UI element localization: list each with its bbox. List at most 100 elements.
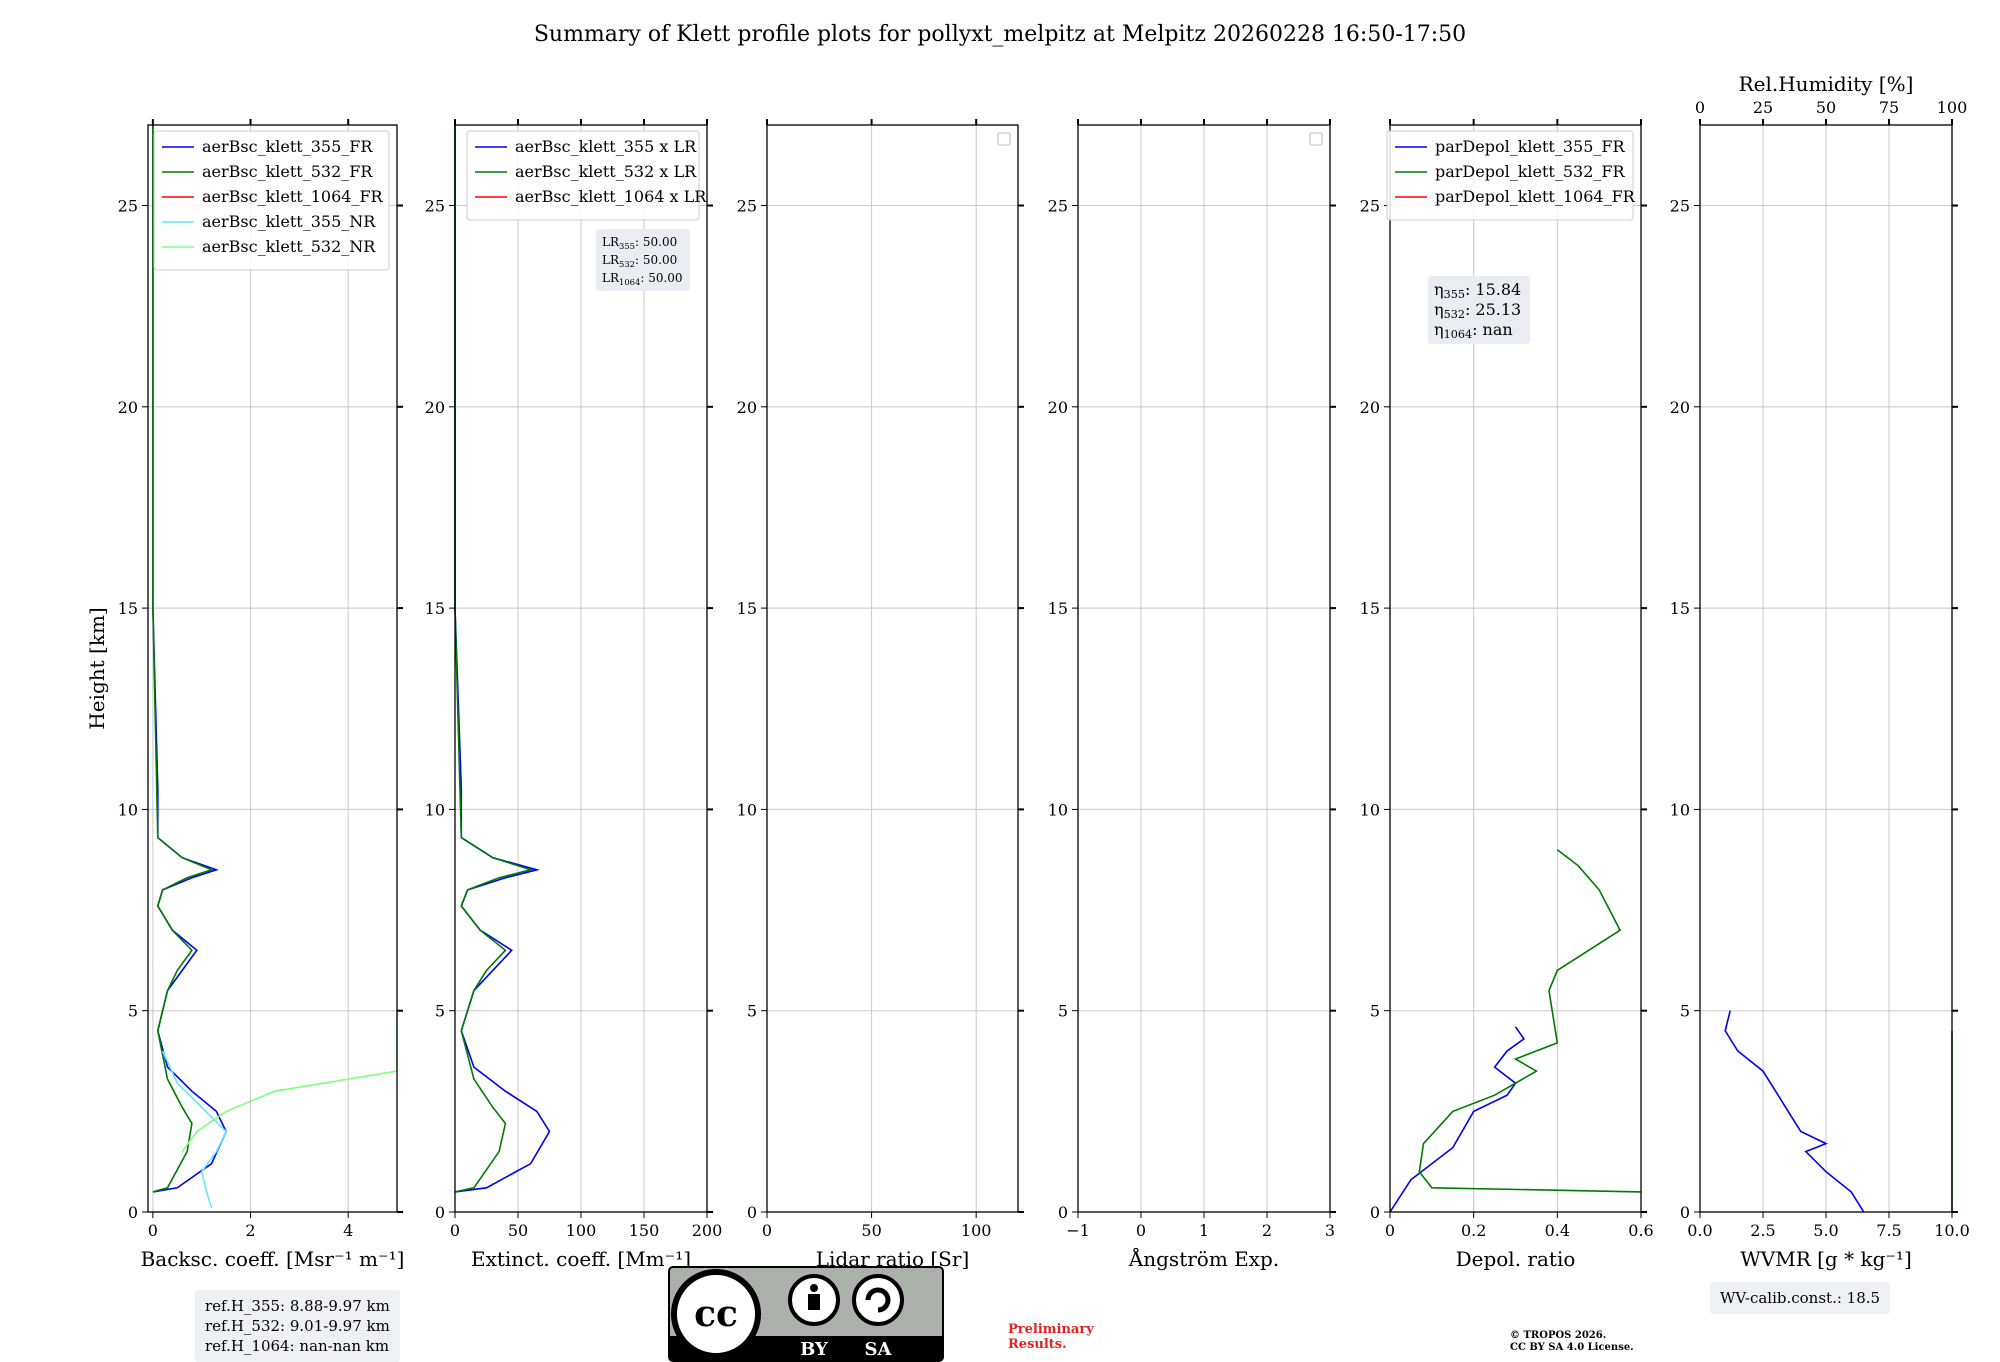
series-line-parDepol_klett_532_FR: [1418, 849, 1642, 1193]
legend-label: aerBsc_klett_355_NR: [202, 212, 376, 231]
empty-legend-box: [997, 132, 1011, 146]
x-tick-label: 0.2: [1461, 1221, 1486, 1240]
secondary-x-tick-label: 100: [1937, 98, 1968, 117]
by-person-body: [808, 1294, 820, 1310]
y-tick-label: 10: [118, 800, 138, 819]
figure-title: Summary of Klett profile plots for polly…: [533, 22, 1467, 47]
legend-label: aerBsc_klett_532 x LR: [515, 162, 697, 181]
legend-label: aerBsc_klett_532_NR: [202, 237, 376, 256]
copyright-note: © TROPOS 2026. CC BY SA 4.0 License.: [1510, 1330, 1634, 1354]
x-tick-label: 0: [450, 1221, 460, 1240]
y-tick-label: 25: [1670, 197, 1690, 216]
annotation-line: η355: 15.84: [1434, 280, 1521, 301]
annotation-line: LR1064: 50.00: [602, 271, 683, 287]
y-tick-label: 20: [118, 398, 138, 417]
y-tick-label: 25: [425, 197, 445, 216]
y-tick-label: 20: [1048, 398, 1068, 417]
x-tick-label: 2.5: [1750, 1221, 1775, 1240]
y-tick-label: 15: [737, 599, 757, 618]
copyright-line2: CC BY SA 4.0 License.: [1510, 1342, 1634, 1353]
by-label: BY: [800, 1339, 829, 1360]
annotation-line: η1064: nan: [1434, 320, 1513, 341]
x-tick-label: 7.5: [1876, 1221, 1901, 1240]
series-line-aerBsc_klett_355 x LR: [454, 125, 551, 1193]
sa-share-icon: [852, 1274, 904, 1326]
x-tick-label: 0.6: [1628, 1221, 1653, 1240]
refbox-line-532: ref.H_532: 9.01-9.97 km: [205, 1317, 390, 1335]
annotation-box: LR355: 50.00 LR532: 50.00 LR1064: 50.00: [596, 229, 690, 291]
by-person-head: [810, 1284, 818, 1292]
y-tick-label: 25: [1048, 197, 1068, 216]
x-tick-label: 3: [1325, 1221, 1335, 1240]
cc-by-sa-logo: cc BY SA: [668, 1266, 944, 1362]
cc-circle-icon: [671, 1269, 761, 1359]
y-tick-label: 0: [1680, 1203, 1690, 1222]
x-tick-label: 1: [1199, 1221, 1209, 1240]
x-tick-label: −1: [1066, 1221, 1090, 1240]
x-tick-label: 5.0: [1813, 1221, 1838, 1240]
preliminary-note: Preliminary Results.: [1008, 1322, 1094, 1352]
secondary-x-tick-label: 75: [1879, 98, 1899, 117]
y-tick-label: 15: [118, 599, 138, 618]
series-line-parDepol_klett_355_FR: [1389, 1026, 1526, 1213]
legend-box: [1386, 130, 1634, 221]
secondary-x-tick-label: 25: [1753, 98, 1773, 117]
preliminary-line1: Preliminary: [1008, 1322, 1094, 1337]
x-tick-label: 200: [692, 1221, 723, 1240]
y-tick-label: 15: [425, 599, 445, 618]
x-tick-label: 2: [245, 1221, 255, 1240]
y-tick-label: 0: [1370, 1203, 1380, 1222]
secondary-x-tick-label: 50: [1816, 98, 1836, 117]
y-tick-label: 15: [1360, 599, 1380, 618]
annotation-line: LR355: 50.00: [602, 235, 677, 251]
axes-frame: [766, 124, 1019, 1213]
x-tick-label: 0: [762, 1221, 772, 1240]
y-tick-label: 20: [1670, 398, 1690, 417]
series-line-aerBsc_klett_532_FR: [152, 125, 214, 1193]
preliminary-line2: Results.: [1008, 1337, 1067, 1352]
legend-box: [466, 130, 700, 221]
y-tick-label: 5: [128, 1002, 138, 1021]
panel-2: 0 50 100 150 200 0 5 10 15 20 25 Extinct. coeff. [M…: [425, 119, 723, 1271]
y-tick-label: 10: [737, 800, 757, 819]
panel-6: 0.0 2.5 5.0 7.5 10.0 0 5 10 15 20 25 WVMR [g * kg⁻¹…: [1670, 72, 1970, 1271]
y-tick-label: 25: [737, 197, 757, 216]
y-tick-label: 5: [1680, 1002, 1690, 1021]
x-tick-label: 2: [1262, 1221, 1272, 1240]
series-line-aerBsc_klett_532 x LR: [454, 125, 534, 1193]
axes-frame: [1389, 124, 1642, 1213]
y-tick-label: 25: [1360, 197, 1380, 216]
x-axis-label: Depol. ratio: [1456, 1247, 1576, 1271]
x-tick-label: 0: [1385, 1221, 1395, 1240]
y-tick-label: 10: [1048, 800, 1068, 819]
x-tick-label: 10.0: [1934, 1221, 1970, 1240]
wv-calib-box: WV-calib.const.: 18.5: [1710, 1282, 1891, 1314]
cc-logo-text: cc: [694, 1293, 738, 1335]
y-tick-label: 20: [425, 398, 445, 417]
refbox-line-355: ref.H_355: 8.88-9.97 km: [205, 1297, 390, 1315]
x-tick-label: 0.4: [1545, 1221, 1570, 1240]
reference-height-box: ref.H_355: 8.88-9.97 km ref.H_532: 9.01-…: [195, 1290, 400, 1362]
panel-5: 0 0.2 0.4 0.6 0 5 10 15 20 25 Depol. ratio parDepol…: [1360, 119, 1654, 1271]
x-axis-label: Extinct. coeff. [Mm⁻¹]: [471, 1247, 691, 1271]
y-tick-label: 5: [435, 1002, 445, 1021]
x-tick-label: 100: [961, 1221, 992, 1240]
series-line-aerBsc_klett_355_NR: [161, 1050, 228, 1209]
sa-share-arrow: [865, 1287, 891, 1313]
y-tick-label: 0: [435, 1203, 445, 1222]
legend: parDepol_klett_355_FR parDepol_klett_532_…: [1386, 130, 1636, 221]
x-axis-label: WVMR [g * kg⁻¹]: [1740, 1247, 1912, 1271]
x-tick-label: 4: [343, 1221, 353, 1240]
x-tick-label: 150: [629, 1221, 660, 1240]
legend-label: aerBsc_klett_355 x LR: [515, 137, 697, 156]
legend-label: parDepol_klett_1064_FR: [1435, 187, 1636, 206]
y-tick-label: 15: [1670, 599, 1690, 618]
x-axis-label: Ångström Exp.: [1128, 1246, 1279, 1271]
legend-label: parDepol_klett_532_FR: [1435, 162, 1626, 181]
y-axis-label: Height [km]: [85, 607, 109, 729]
x-axis-label: Backsc. coeff. [Msr⁻¹ m⁻¹]: [141, 1247, 405, 1271]
y-tick-label: 0: [1058, 1203, 1068, 1222]
